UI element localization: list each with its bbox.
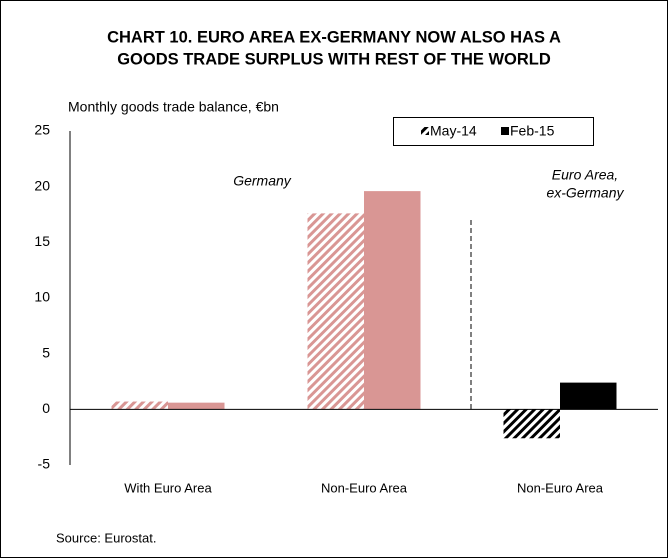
y-axis-label: Monthly goods trade balance, €bn xyxy=(68,99,279,115)
bar xyxy=(364,191,421,409)
y-tick-label: 0 xyxy=(42,400,50,416)
annotation: ex-Germany xyxy=(546,185,624,201)
bar xyxy=(112,402,169,410)
legend-swatch xyxy=(421,127,429,135)
bar xyxy=(504,409,561,438)
legend-label: May-14 xyxy=(430,123,477,139)
chart-title: CHART 10. EURO AREA EX-GERMANY NOW ALSO … xyxy=(107,28,561,46)
chart-title: GOODS TRADE SURPLUS WITH REST OF THE WOR… xyxy=(117,50,551,68)
bar xyxy=(308,213,365,409)
legend-label: Feb-15 xyxy=(510,123,555,139)
chart: CHART 10. EURO AREA EX-GERMANY NOW ALSO … xyxy=(0,0,668,558)
bar xyxy=(168,403,225,410)
x-tick-label: Non-Euro Area xyxy=(517,480,604,495)
bar xyxy=(560,383,617,410)
y-tick-label: -5 xyxy=(38,456,51,472)
x-tick-label: With Euro Area xyxy=(124,480,212,495)
x-tick-label: Non-Euro Area xyxy=(321,480,408,495)
annotation: Euro Area, xyxy=(552,167,618,183)
source: Source: Eurostat. xyxy=(56,530,156,545)
y-tick-label: 25 xyxy=(34,122,50,138)
annotation: Germany xyxy=(233,173,292,189)
y-tick-label: 10 xyxy=(34,289,50,305)
y-tick-label: 15 xyxy=(34,233,50,249)
y-tick-label: 20 xyxy=(34,177,50,193)
legend-swatch xyxy=(501,127,509,135)
y-tick-label: 5 xyxy=(42,344,50,360)
